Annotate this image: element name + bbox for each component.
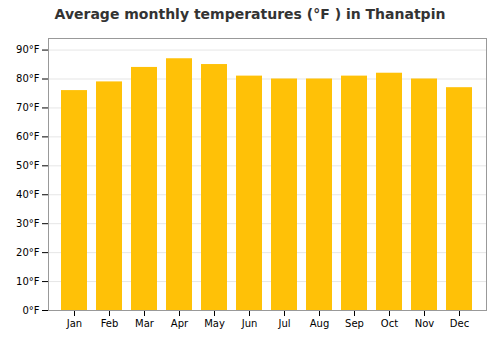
svg-text:30°F: 30°F [16, 218, 40, 229]
svg-text:Dec: Dec [450, 318, 469, 329]
svg-text:40°F: 40°F [16, 189, 40, 200]
svg-text:May: May [204, 318, 225, 329]
svg-text:Nov: Nov [415, 318, 435, 329]
svg-text:0°F: 0°F [22, 305, 39, 316]
svg-text:90°F: 90°F [16, 44, 40, 55]
svg-text:70°F: 70°F [16, 102, 40, 113]
svg-text:Oct: Oct [381, 318, 398, 329]
svg-text:60°F: 60°F [16, 131, 40, 142]
svg-text:Sep: Sep [345, 318, 364, 329]
html-text:Average monthly temperatures (: Average monthly temperatures (°F ) in Th… [54, 6, 446, 22]
svg-text:Mar: Mar [135, 318, 155, 329]
svg-text:Jul: Jul [277, 318, 290, 329]
svg-text:Feb: Feb [101, 318, 119, 329]
svg-text:80°F: 80°F [16, 73, 40, 84]
svg-text:50°F: 50°F [16, 160, 40, 171]
svg-text:Aug: Aug [310, 318, 330, 329]
svg-text:20°F: 20°F [16, 247, 40, 258]
svg-text:Jan: Jan [66, 318, 82, 329]
svg-text:Jun: Jun [241, 318, 258, 329]
svg-text:Apr: Apr [171, 318, 189, 329]
svg-text:10°F: 10°F [16, 276, 40, 287]
